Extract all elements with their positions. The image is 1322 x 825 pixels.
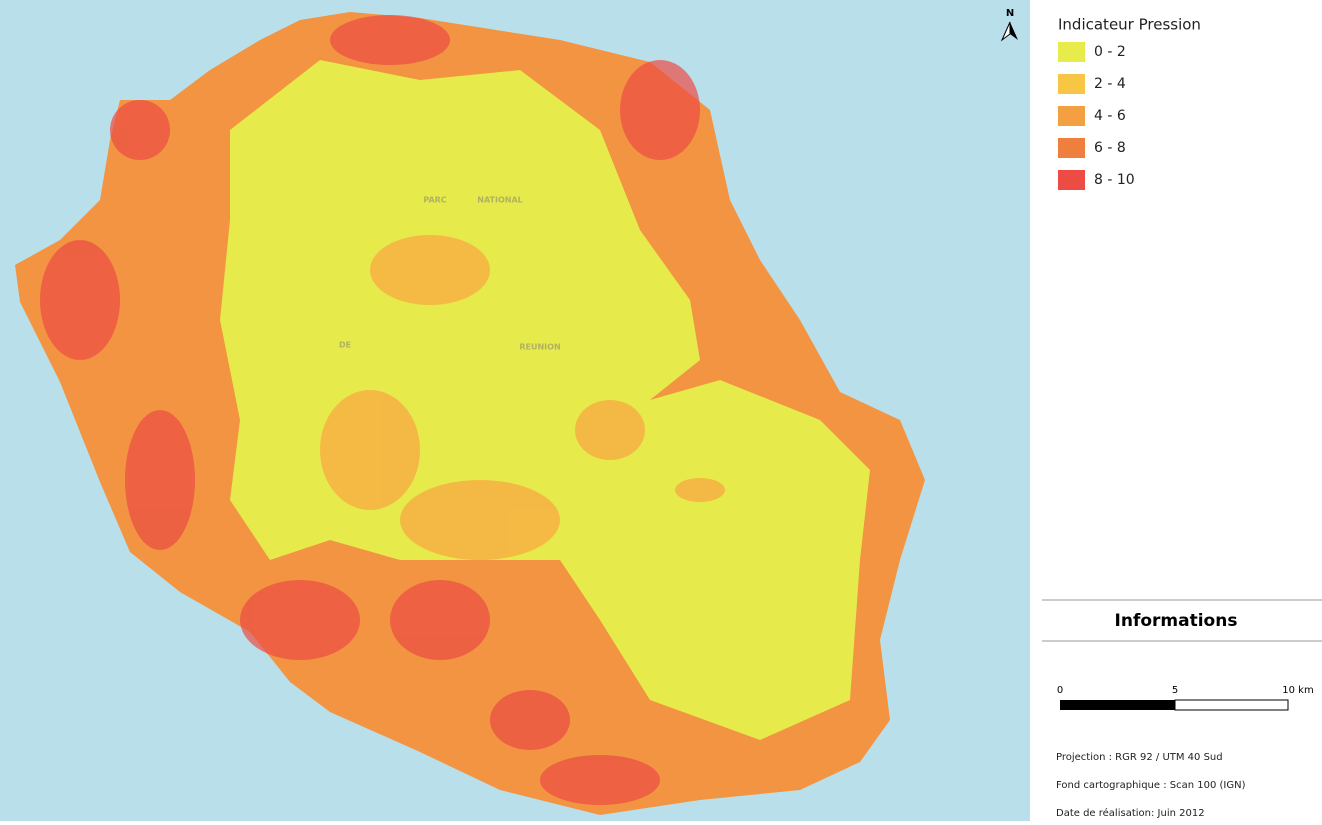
scale-label: 10 km — [1282, 685, 1313, 696]
legend-swatch — [1058, 170, 1085, 190]
page: PARC NATIONAL DE REUNION N Indicateur Pr… — [0, 0, 1322, 821]
legend: Indicateur Pression 0 - 2 2 - 4 4 - 6 6 - 8… — [1058, 16, 1201, 191]
scale-label: 5 — [1172, 685, 1178, 696]
info-line: Date de réalisation: Juin 2012 — [1056, 807, 1205, 819]
scale-segment — [1175, 700, 1288, 710]
legend-title: Indicateur Pression — [1058, 16, 1201, 34]
legend-label: 8 - 10 — [1094, 172, 1135, 188]
info-line: Projection : RGR 92 / UTM 40 Sud — [1056, 752, 1223, 763]
scale-segment — [1060, 700, 1175, 710]
legend-swatch — [1058, 42, 1085, 62]
north-label: N — [1006, 8, 1014, 19]
scale-label: 0 — [1057, 685, 1063, 696]
place-label: PARC — [423, 196, 446, 205]
legend-swatch — [1058, 106, 1085, 126]
info-line: Fond cartographique : Scan 100 (IGN) — [1056, 780, 1246, 791]
legend-label: 6 - 8 — [1094, 140, 1126, 156]
legend-label: 0 - 2 — [1094, 44, 1126, 60]
scale-bar: 0 5 10 km — [1057, 685, 1314, 710]
place-label: REUNION — [519, 343, 560, 352]
legend-label: 2 - 4 — [1094, 76, 1126, 92]
legend-label: 4 - 6 — [1094, 108, 1126, 124]
legend-swatch — [1058, 138, 1085, 158]
place-label: NATIONAL — [477, 196, 522, 205]
place-label: DE — [339, 341, 351, 350]
legend-swatch — [1058, 74, 1085, 94]
info-title: Informations — [1115, 611, 1238, 631]
info-lines: Projection : RGR 92 / UTM 40 Sud Fond ca… — [1056, 752, 1246, 819]
